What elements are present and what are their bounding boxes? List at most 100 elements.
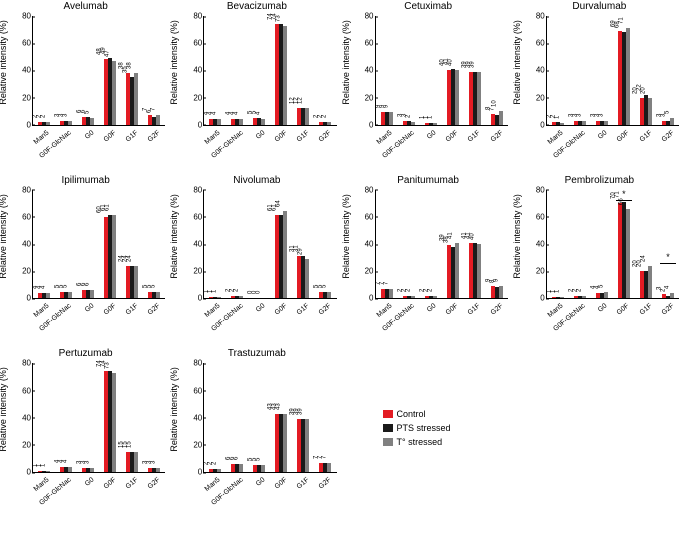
bar: 43 — [283, 414, 287, 472]
panel-title: Nivolumab — [171, 175, 342, 186]
panel-title: Bevacizumab — [171, 1, 342, 12]
chart-area: 020406080222333665484947383538767 — [32, 16, 165, 126]
bars-container: 222333665484947383538767 — [33, 16, 165, 125]
bar: 5 — [261, 465, 265, 472]
legend-swatch — [383, 410, 393, 418]
panel-1-1: NivolumabRelative intensity (%)020406080… — [171, 174, 342, 348]
bar-value-label: 5 — [256, 458, 262, 461]
bar: 73 — [112, 373, 116, 472]
panel-2-0: PertuzumabRelative intensity (%)02040608… — [0, 347, 171, 521]
bar-value-label: 12 — [298, 98, 304, 105]
bar-group: 202024 — [640, 190, 652, 299]
bar-group: 989 — [491, 190, 503, 299]
bar: 7 — [389, 289, 393, 299]
bar-value-label: 1 — [427, 116, 433, 119]
bar-group: 616164 — [275, 190, 287, 299]
bar-group: 999 — [381, 16, 393, 125]
bar-value-label: 2 — [234, 288, 240, 291]
bar-value-label: 29 — [298, 248, 304, 255]
bar-group: 242424 — [126, 190, 138, 299]
y-tick: 20 — [13, 267, 31, 276]
y-tick: 80 — [356, 185, 374, 194]
panel-title: Trastuzumab — [171, 348, 342, 359]
bar-group: 221 — [552, 16, 564, 125]
bars-container: 444444554747473121212222 — [204, 16, 336, 125]
bar: 3 — [582, 121, 586, 125]
bar: 5 — [327, 292, 331, 299]
y-tick: 0 — [13, 468, 31, 477]
chart-area: 0204060809993321114041403939398710 — [375, 16, 508, 126]
bar: 6 — [239, 464, 243, 472]
y-tick: 80 — [356, 12, 374, 21]
legend: ControlPTS stressedT° stressed — [383, 407, 451, 449]
y-tick: 20 — [356, 267, 374, 276]
bar-value-label: 3 — [62, 113, 68, 116]
y-axis-label: Relative intensity (%) — [167, 0, 181, 126]
bars-container: 221333333696871202220335 — [547, 16, 679, 125]
y-tick: 60 — [184, 386, 202, 395]
bar-value-label: 64 — [276, 201, 282, 208]
bar-group: 707166 — [618, 190, 630, 299]
bar-group: 222 — [38, 16, 50, 125]
x-labels: Man5G0F-GlcNacG0G0FG1FG2F — [203, 299, 336, 347]
legend-item: T° stressed — [383, 435, 451, 449]
y-tick: 40 — [356, 66, 374, 75]
bar-value-label: 6 — [84, 283, 90, 286]
y-tick: 80 — [13, 12, 31, 21]
bar-group: 8710 — [491, 16, 503, 125]
y-axis-label: Relative intensity (%) — [339, 174, 353, 300]
y-tick: 0 — [13, 120, 31, 129]
bar: 2 — [411, 296, 415, 299]
bar-value-label: 2 — [322, 115, 328, 118]
bar: 9 — [499, 286, 503, 298]
bars-container: 111222000616164313129555 — [204, 190, 336, 299]
bar: 10 — [499, 111, 503, 125]
bar-group: 555 — [148, 190, 160, 299]
bar-value-label: 0 — [256, 291, 262, 294]
y-tick: 20 — [527, 267, 545, 276]
bar-group: 335 — [662, 16, 674, 125]
x-labels: Man5G0F-GlcNacG0G0FG1FG2F — [546, 126, 679, 174]
bar-value-label: 47 — [105, 50, 111, 57]
bar-value-label: 7 — [489, 108, 495, 111]
bar: 2 — [411, 122, 415, 125]
bar-value-label: 7 — [322, 455, 328, 458]
bar-group: 445 — [596, 190, 608, 299]
bar-value-label: 5 — [62, 284, 68, 287]
bar-group: 666 — [82, 190, 94, 299]
bar-group: 414140 — [469, 190, 481, 299]
y-axis-label: Relative intensity (%) — [167, 347, 181, 473]
bar-group: 555 — [319, 190, 331, 299]
bar-value-label: 3 — [598, 113, 604, 116]
bar-value-label: 38 — [127, 62, 133, 69]
bar: 3 — [604, 121, 608, 125]
panel-title: Cetuximab — [343, 1, 514, 12]
y-tick: 40 — [13, 66, 31, 75]
bar-value-label: 3 — [84, 461, 90, 464]
bar: 15 — [134, 452, 138, 472]
bar-value-label: 71 — [619, 18, 625, 25]
bar: 40 — [455, 70, 459, 124]
bar-group: 333 — [60, 16, 72, 125]
bar-value-label: 9 — [493, 279, 499, 282]
bar-value-label: 1 — [554, 116, 560, 119]
bar: 39 — [477, 72, 481, 125]
bar-group: 332 — [403, 16, 415, 125]
bar-group: 111 — [209, 190, 221, 299]
bar: 1 — [560, 297, 564, 298]
bar-value-label: 2 — [427, 288, 433, 291]
y-tick: 20 — [13, 93, 31, 102]
bar: 47 — [112, 61, 116, 125]
bar-group: 393939 — [297, 363, 309, 472]
bar: 3 — [156, 468, 160, 472]
panel-title: Avelumab — [0, 1, 171, 12]
y-tick: 80 — [184, 185, 202, 194]
y-axis-label: Relative intensity (%) — [339, 0, 353, 126]
chart-area: 020406080444444554747473121212222 — [203, 16, 336, 126]
bar-group: 383538 — [126, 16, 138, 125]
bar: 3 — [68, 121, 72, 125]
bar-group: 484947 — [104, 16, 116, 125]
bar: 4 — [68, 467, 72, 472]
bar: 4 — [670, 293, 674, 298]
y-tick: 60 — [184, 212, 202, 221]
